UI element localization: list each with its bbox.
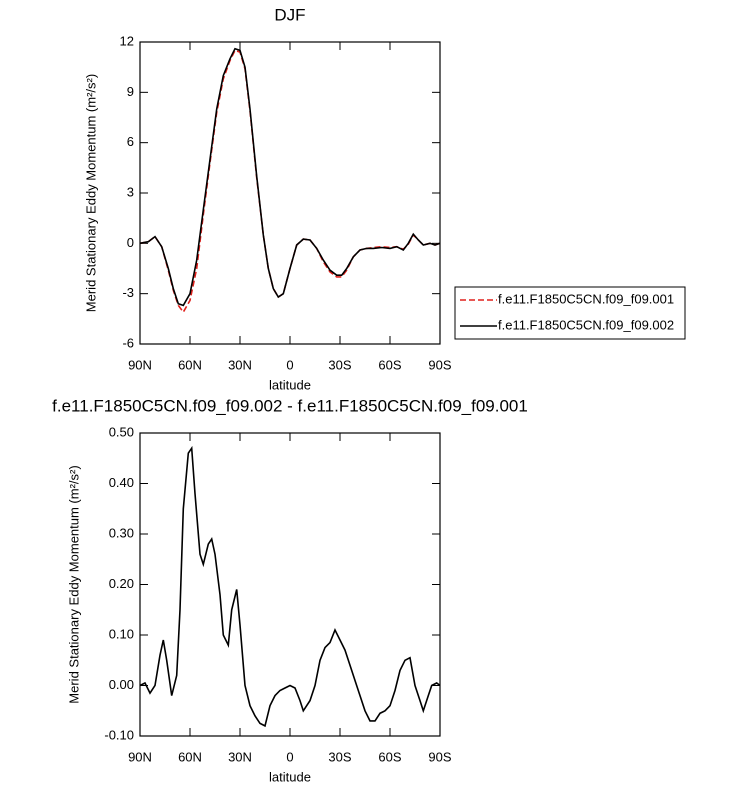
y-tick-label: -0.10	[104, 727, 134, 742]
x-tick-label: 30N	[228, 749, 252, 764]
y-tick-label: -6	[122, 335, 134, 350]
x-tick-label: 30S	[328, 749, 351, 764]
y-tick-label: 0.20	[109, 576, 134, 591]
x-tick-label: 60N	[178, 357, 202, 372]
plot-frame	[139, 41, 441, 345]
data-line	[139, 49, 441, 314]
y-axis-label: Merid Stationary Eddy Momentum (m²/s²)	[83, 74, 98, 312]
y-tick-label: 0	[127, 235, 134, 250]
x-tick-label: 30N	[228, 357, 252, 372]
legend-label: f.e11.F1850C5CN.f09_f09.001	[498, 291, 674, 306]
x-tick-label: 90N	[128, 357, 152, 372]
y-tick-label: 0.50	[109, 424, 134, 439]
data-line	[139, 445, 441, 728]
y-tick-label: 12	[120, 33, 134, 48]
x-tick-label: 0	[286, 357, 293, 372]
x-tick-label: 60S	[378, 749, 401, 764]
legend-box	[454, 286, 686, 340]
y-axis-label: Merid Stationary Eddy Momentum (m²/s²)	[66, 465, 81, 703]
x-axis-label: latitude	[269, 769, 311, 784]
y-tick-label: -3	[122, 285, 134, 300]
data-line	[139, 47, 441, 307]
y-tick-label: 0.30	[109, 525, 134, 540]
x-tick-label: 0	[286, 749, 293, 764]
y-tick-label: 9	[127, 84, 134, 99]
chart-title: DJF	[274, 5, 305, 24]
x-tick-label: 60N	[178, 749, 202, 764]
chart-title: f.e11.F1850C5CN.f09_f09.002 - f.e11.F185…	[52, 396, 528, 415]
plot-frame	[139, 432, 441, 737]
y-tick-label: 3	[127, 184, 134, 199]
legend-label: f.e11.F1850C5CN.f09_f09.002	[498, 317, 674, 332]
y-tick-label: 6	[127, 134, 134, 149]
y-tick-label: 0.00	[109, 677, 134, 692]
x-tick-label: 90N	[128, 749, 152, 764]
x-tick-label: 90S	[428, 357, 451, 372]
x-axis-label: latitude	[269, 377, 311, 392]
y-tick-label: 0.10	[109, 626, 134, 641]
y-tick-label: 0.40	[109, 475, 134, 490]
x-tick-label: 90S	[428, 749, 451, 764]
x-tick-label: 60S	[378, 357, 401, 372]
x-tick-label: 30S	[328, 357, 351, 372]
